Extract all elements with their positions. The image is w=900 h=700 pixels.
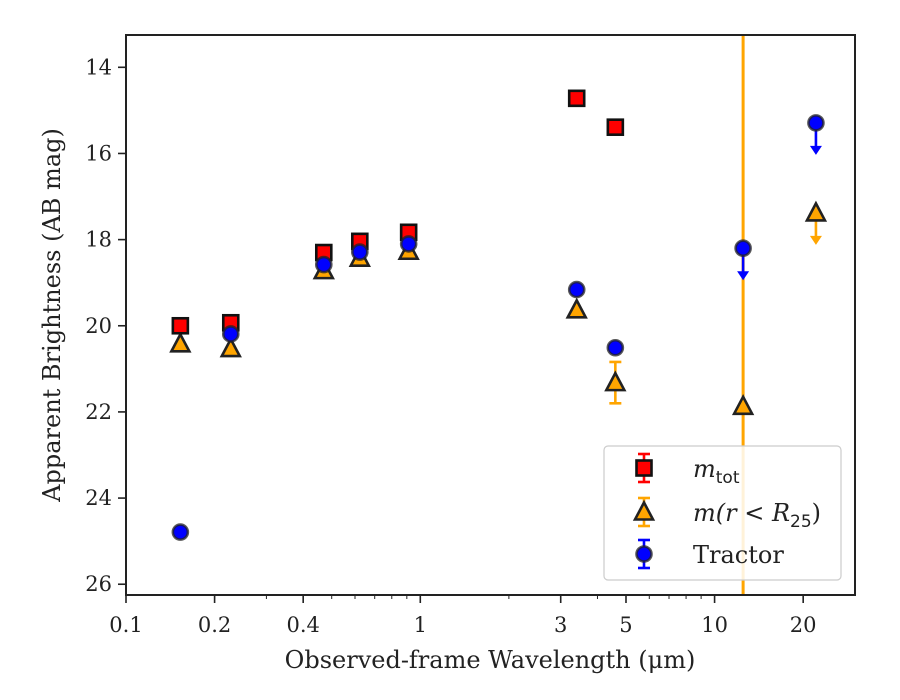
x-tick-label: 0.4 [286,613,319,637]
triangle-point [731,394,755,416]
x-tick-label: 1 [414,613,427,637]
circle-point-body [314,255,333,274]
triangle-point [604,370,627,392]
upper-limit-arrow-head [737,271,750,281]
square-point [171,316,190,335]
y-tick-label: 20 [85,314,112,338]
circle-point [734,239,752,258]
series-mtot [171,89,625,335]
circle-point [171,523,190,541]
circle-point [807,114,825,132]
upper-limit-arrow-head [809,235,822,245]
x-axis-title: Observed-frame Wavelength (μm) [285,646,696,674]
circle-point [221,325,240,343]
y-tick-label: 14 [85,55,112,79]
x-tick-label: 3 [554,613,567,637]
square-point [567,89,586,108]
circle-point [567,280,586,299]
x-tick-label: 20 [790,613,817,637]
plot-frame [125,34,856,596]
circle-point-body [807,114,825,132]
legend: mtot m(r < R25) Tractor [603,445,842,581]
legend-triangle-icon [632,499,656,521]
triangle-point [219,336,242,358]
y-tick-label: 22 [85,400,112,424]
legend-label-mr25: m(r < R25) [693,499,821,532]
circle-point [351,243,369,261]
circle-point-body [734,239,752,258]
legend-label-tractor: Tractor [693,541,784,569]
legend-frame [603,445,842,581]
legend-square-icon [635,459,653,477]
triangle-point [565,297,588,319]
series-mr25 [169,200,828,416]
x-tick-label: 0.2 [198,613,231,637]
square-point [606,118,625,136]
circle-point-body [567,280,586,299]
circle-point-body [221,325,240,343]
legend-label-mtot: mtot [693,455,740,488]
x-tick-label: 0.1 [109,613,142,637]
y-tick-label: 24 [85,486,112,510]
circle-point-body [351,243,369,261]
upper-limit-arrow-head [809,145,822,155]
triangle-point [804,200,828,222]
y-tick-label: 18 [85,228,112,252]
x-tick-label: 10 [701,613,728,637]
y-tick-label: 16 [85,141,112,165]
legend-circle-icon-body [635,545,653,563]
circle-point [399,235,418,253]
circle-point [606,338,625,357]
series-tractor [171,114,825,541]
legend-circle-icon [635,545,653,563]
circle-point-body [171,523,190,541]
y-tick-label: 26 [85,572,112,596]
triangle-point [169,331,192,353]
circle-point-body [606,338,625,357]
y-axis-title: Apparent Brightness (AB mag) [38,128,66,503]
x-tick-label: 5 [619,613,632,637]
circle-point-body [399,235,418,253]
circle-point [314,255,333,274]
